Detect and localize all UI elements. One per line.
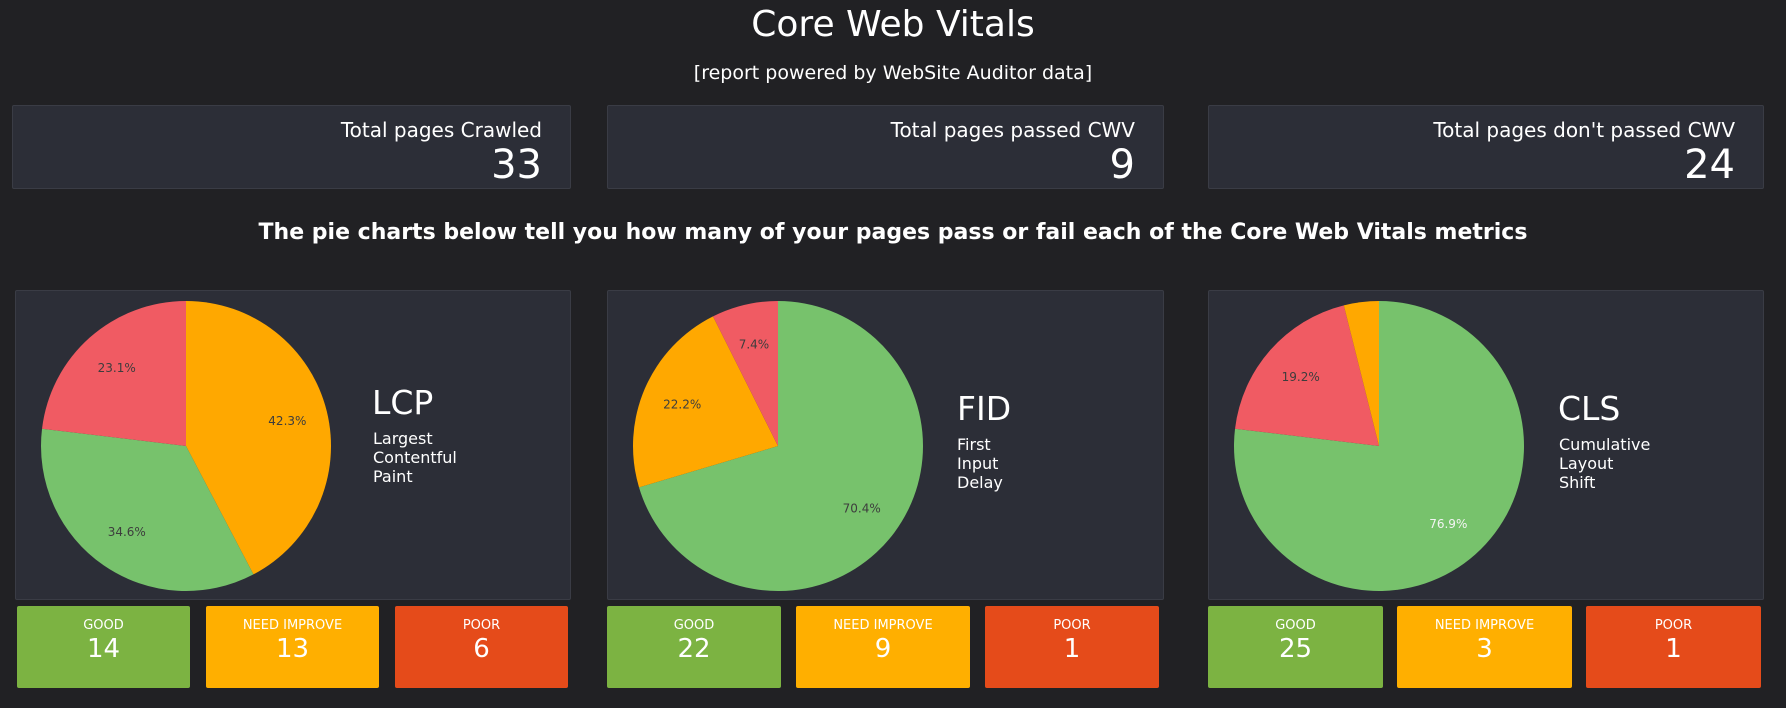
pie-data-label: 19.2% bbox=[1282, 370, 1320, 384]
poor-count: 6 bbox=[473, 634, 490, 664]
pie-data-label: 22.2% bbox=[663, 398, 701, 412]
stat-label: Total pages don't passed CWV bbox=[1433, 118, 1735, 142]
fid-poor-box: POOR 1 bbox=[985, 606, 1159, 688]
pie-chart-cls: 76.9% 19.2% bbox=[1234, 301, 1524, 591]
need-improve-count: 3 bbox=[1476, 634, 1493, 664]
need-improve-label: NEED IMPROVE bbox=[833, 618, 933, 633]
chart-title-lcp: LCP bbox=[372, 383, 434, 422]
need-improve-count: 13 bbox=[275, 634, 310, 664]
good-label: GOOD bbox=[1275, 618, 1316, 633]
pie-chart-lcp: 42.3% 34.6% 23.1% bbox=[41, 301, 331, 591]
pie-slice-poor bbox=[42, 301, 187, 446]
pie-slice-poor bbox=[712, 301, 778, 446]
pie-slice-good bbox=[639, 301, 923, 591]
fid-improve-box: NEED IMPROVE 9 bbox=[796, 606, 970, 688]
good-label: GOOD bbox=[673, 618, 715, 633]
stat-label: Total pages passed CWV bbox=[890, 118, 1135, 142]
poor-count: 1 bbox=[1665, 634, 1682, 664]
pie-slice-need-improve bbox=[633, 316, 778, 488]
pie-slice-need-improve bbox=[186, 301, 331, 575]
chart-title-cls: CLS bbox=[1558, 389, 1621, 428]
good-label: GOOD bbox=[83, 618, 124, 633]
pie-data-label: 70.4% bbox=[843, 501, 881, 515]
stat-card-crawled: Total pages Crawled 33 bbox=[12, 105, 571, 189]
pie-data-label: 34.6% bbox=[108, 525, 146, 539]
lcp-poor-box: POOR 6 bbox=[395, 606, 568, 688]
pie-data-label: 76.9% bbox=[1429, 517, 1467, 531]
pie-data-label: 7.4% bbox=[739, 337, 770, 351]
cls-poor-box: POOR 1 bbox=[1586, 606, 1761, 688]
stat-value: 24 bbox=[1684, 142, 1735, 188]
cls-improve-box: NEED IMPROVE 3 bbox=[1397, 606, 1572, 688]
pie-data-label: 42.3% bbox=[268, 414, 306, 428]
page-title: Core Web Vitals bbox=[751, 4, 1035, 45]
stat-label: Total pages Crawled bbox=[340, 118, 542, 142]
chart-subtitle-lcp: Largest Contentful Paint bbox=[373, 429, 457, 486]
pie-data-label: 23.1% bbox=[98, 361, 136, 375]
stat-card-failed: Total pages don't passed CWV 24 bbox=[1208, 105, 1764, 189]
cls-good-box: GOOD 25 bbox=[1208, 606, 1383, 688]
good-count: 14 bbox=[86, 634, 121, 664]
pie-chart-fid: 70.4% 22.2% 7.4% bbox=[633, 301, 923, 591]
good-count: 25 bbox=[1278, 634, 1313, 664]
fid-good-box: GOOD 22 bbox=[607, 606, 781, 688]
pie-slice-need-improve bbox=[1343, 301, 1379, 446]
pie-slice-poor bbox=[1235, 305, 1379, 446]
chart-subtitle-fid: First Input Delay bbox=[957, 435, 1003, 492]
pie-slice-good bbox=[41, 428, 254, 591]
need-improve-count: 9 bbox=[874, 634, 892, 664]
stat-value: 33 bbox=[491, 142, 542, 188]
page-subtitle: [report powered by WebSite Auditor data] bbox=[693, 62, 1093, 84]
good-count: 22 bbox=[677, 634, 711, 664]
poor-label: POOR bbox=[462, 618, 501, 633]
chart-subtitle-cls: Cumulative Layout Shift bbox=[1559, 435, 1651, 492]
lcp-good-box: GOOD 14 bbox=[17, 606, 190, 688]
need-improve-label: NEED IMPROVE bbox=[242, 618, 343, 633]
stat-card-passed: Total pages passed CWV 9 bbox=[607, 105, 1164, 189]
chart-title-fid: FID bbox=[957, 389, 1012, 428]
poor-label: POOR bbox=[1654, 618, 1693, 633]
lcp-improve-box: NEED IMPROVE 13 bbox=[206, 606, 379, 688]
stat-value: 9 bbox=[1109, 142, 1135, 188]
need-improve-label: NEED IMPROVE bbox=[1434, 618, 1535, 633]
charts-headline: The pie charts below tell you how many o… bbox=[258, 220, 1528, 245]
poor-count: 1 bbox=[1063, 634, 1081, 664]
poor-label: POOR bbox=[1053, 618, 1091, 633]
